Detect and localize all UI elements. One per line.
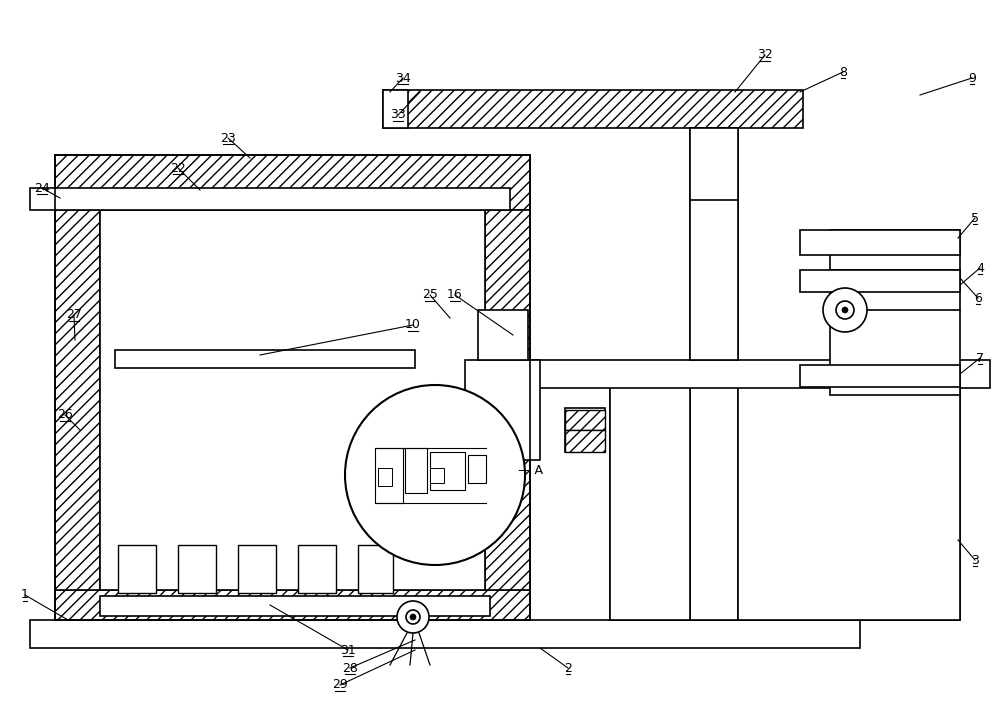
Bar <box>298 545 336 593</box>
Text: 8: 8 <box>839 65 847 79</box>
Bar <box>478 310 528 360</box>
Bar <box>100 596 490 616</box>
Text: — A: — A <box>518 464 543 476</box>
Text: 1: 1 <box>21 588 29 601</box>
Bar <box>690 128 738 360</box>
Bar <box>430 452 465 490</box>
Bar <box>30 620 860 648</box>
Text: 33: 33 <box>390 108 406 121</box>
Bar <box>375 448 403 503</box>
Text: 34: 34 <box>395 71 411 84</box>
Circle shape <box>410 614 416 620</box>
Text: 27: 27 <box>66 308 82 321</box>
Bar <box>115 350 415 368</box>
Bar <box>378 468 392 486</box>
Bar <box>565 430 605 452</box>
Bar <box>383 90 803 128</box>
Bar <box>800 230 960 255</box>
Bar <box>383 90 408 128</box>
Text: 10: 10 <box>405 318 421 332</box>
Text: 26: 26 <box>57 409 73 422</box>
Bar <box>358 545 393 593</box>
Bar <box>405 448 427 493</box>
Text: 2: 2 <box>564 662 572 675</box>
Circle shape <box>397 601 429 633</box>
Text: 16: 16 <box>447 289 463 302</box>
Bar <box>100 210 485 590</box>
Text: 31: 31 <box>340 643 356 656</box>
Text: 9: 9 <box>968 71 976 84</box>
Circle shape <box>836 301 854 319</box>
Bar <box>610 370 960 620</box>
Circle shape <box>406 610 420 624</box>
Text: 25: 25 <box>422 289 438 302</box>
Bar <box>55 210 100 590</box>
Bar <box>55 590 530 620</box>
Text: 22: 22 <box>170 161 186 174</box>
Circle shape <box>842 307 848 313</box>
Bar <box>55 155 530 210</box>
Text: 4: 4 <box>976 262 984 275</box>
Bar <box>118 545 156 593</box>
Text: 7: 7 <box>976 351 984 364</box>
Bar <box>468 455 486 483</box>
Circle shape <box>823 288 867 332</box>
Bar <box>30 188 510 210</box>
Bar <box>238 545 276 593</box>
Bar <box>690 200 738 620</box>
Bar <box>830 230 960 395</box>
Text: 29: 29 <box>332 678 348 691</box>
Bar <box>178 545 216 593</box>
Bar <box>800 270 960 292</box>
Circle shape <box>345 385 525 565</box>
Text: 23: 23 <box>220 132 236 145</box>
Bar <box>800 365 960 387</box>
Text: 5: 5 <box>971 212 979 225</box>
Bar <box>738 370 960 620</box>
Bar <box>465 360 540 460</box>
Bar <box>530 360 990 388</box>
Bar <box>430 468 444 483</box>
Text: 6: 6 <box>974 292 982 305</box>
Text: 28: 28 <box>342 662 358 675</box>
Text: 24: 24 <box>34 182 50 195</box>
Bar <box>485 210 530 590</box>
Bar <box>565 410 605 430</box>
Bar <box>610 370 690 620</box>
Text: 3: 3 <box>971 553 979 566</box>
Text: 32: 32 <box>757 49 773 62</box>
Bar <box>565 408 605 452</box>
Bar <box>690 128 738 200</box>
